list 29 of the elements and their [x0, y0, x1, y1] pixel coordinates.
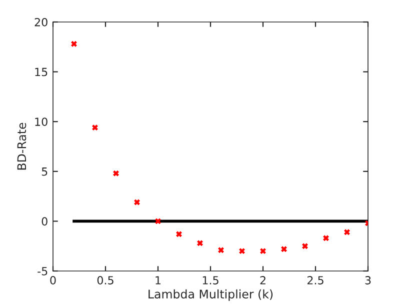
y-axis-title: BD-Rate — [17, 122, 26, 170]
x-tick-label: 1.5 — [202, 276, 218, 284]
x-tick-label: 2.5 — [307, 276, 324, 284]
point — [238, 248, 246, 254]
point — [218, 246, 224, 254]
y-tick-label: -5 — [38, 267, 48, 276]
x-tick-label: 1 — [156, 276, 161, 284]
point — [154, 218, 162, 225]
x-tick-label: 3 — [365, 276, 371, 284]
point — [134, 198, 140, 206]
point — [92, 124, 98, 131]
point — [70, 40, 78, 48]
x-tick-label: 0 — [50, 276, 56, 284]
y-tick-label: 5 — [42, 168, 48, 176]
x-axis-title: Lambda Multiplier (k) — [148, 289, 273, 301]
point — [302, 242, 308, 250]
point — [112, 170, 120, 177]
point — [344, 228, 350, 236]
x-tick-label: 0.5 — [97, 276, 114, 284]
point — [280, 246, 288, 252]
x-tick-label: 2 — [260, 276, 266, 284]
point — [196, 240, 204, 246]
point — [260, 248, 266, 254]
point — [176, 230, 182, 238]
y-tick-label: 15 — [35, 68, 48, 76]
point — [322, 234, 330, 242]
y-tick-label: 10 — [35, 118, 48, 126]
y-tick-label: 20 — [34, 18, 48, 26]
y-tick-label: 0 — [42, 217, 48, 226]
